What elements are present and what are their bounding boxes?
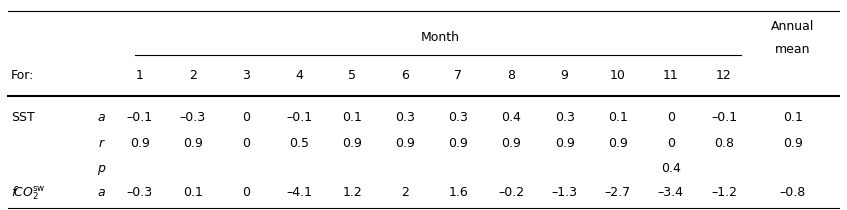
Text: 10: 10 — [610, 69, 626, 82]
Text: 2: 2 — [401, 186, 409, 199]
Text: –0.3: –0.3 — [180, 111, 206, 124]
Text: 11: 11 — [663, 69, 678, 82]
Text: SST: SST — [11, 111, 35, 124]
Text: –0.1: –0.1 — [126, 111, 152, 124]
Text: 0: 0 — [242, 186, 250, 199]
Text: –1.3: –1.3 — [551, 186, 578, 199]
Text: 5: 5 — [348, 69, 356, 82]
Text: p: p — [97, 162, 105, 175]
Text: –0.1: –0.1 — [286, 111, 312, 124]
Text: Annual: Annual — [771, 20, 815, 33]
Text: 3: 3 — [242, 69, 250, 82]
Text: mean: mean — [775, 43, 811, 56]
Text: 0.9: 0.9 — [448, 137, 468, 150]
Text: 0: 0 — [242, 111, 250, 124]
Text: 0: 0 — [667, 137, 675, 150]
Text: 0.4: 0.4 — [501, 111, 522, 124]
Text: 0.9: 0.9 — [783, 137, 803, 150]
Text: 1.2: 1.2 — [342, 186, 362, 199]
Text: 7: 7 — [454, 69, 462, 82]
Text: 0.9: 0.9 — [130, 137, 150, 150]
Text: 0.8: 0.8 — [714, 137, 734, 150]
Text: –2.7: –2.7 — [605, 186, 631, 199]
Text: 4: 4 — [295, 69, 303, 82]
Text: 0: 0 — [242, 137, 250, 150]
Text: 8: 8 — [507, 69, 516, 82]
Text: 0.3: 0.3 — [555, 111, 574, 124]
Text: 0.3: 0.3 — [396, 111, 415, 124]
Text: 0.5: 0.5 — [289, 137, 309, 150]
Text: 0.9: 0.9 — [608, 137, 628, 150]
Text: $f\!$CO$_2^{\mathsf{sw}}$: $f\!$CO$_2^{\mathsf{sw}}$ — [11, 184, 46, 202]
Text: –0.8: –0.8 — [780, 186, 806, 199]
Text: For:: For: — [11, 69, 35, 82]
Text: –1.2: –1.2 — [711, 186, 737, 199]
Text: 6: 6 — [401, 69, 409, 82]
Text: 0.4: 0.4 — [661, 162, 681, 175]
Text: 0.1: 0.1 — [783, 111, 803, 124]
Text: 0: 0 — [667, 111, 675, 124]
Text: 0.1: 0.1 — [342, 111, 362, 124]
Text: a: a — [97, 111, 105, 124]
Text: 0.3: 0.3 — [448, 111, 468, 124]
Text: 1.6: 1.6 — [449, 186, 468, 199]
Text: 0.1: 0.1 — [608, 111, 628, 124]
Text: 0.9: 0.9 — [342, 137, 362, 150]
Text: –3.4: –3.4 — [658, 186, 684, 199]
Text: 0.9: 0.9 — [183, 137, 202, 150]
Text: –0.3: –0.3 — [126, 186, 152, 199]
Text: –0.1: –0.1 — [711, 111, 737, 124]
Text: 12: 12 — [716, 69, 732, 82]
Text: –4.1: –4.1 — [286, 186, 312, 199]
Text: r: r — [99, 137, 104, 150]
Text: 9: 9 — [561, 69, 568, 82]
Text: 0.1: 0.1 — [183, 186, 202, 199]
Text: 0.9: 0.9 — [555, 137, 574, 150]
Text: 0.9: 0.9 — [396, 137, 415, 150]
Text: 2: 2 — [189, 69, 197, 82]
Text: 0.9: 0.9 — [501, 137, 522, 150]
Text: Month: Month — [421, 31, 460, 44]
Text: 1: 1 — [136, 69, 143, 82]
Text: a: a — [97, 186, 105, 199]
Text: –0.2: –0.2 — [498, 186, 524, 199]
